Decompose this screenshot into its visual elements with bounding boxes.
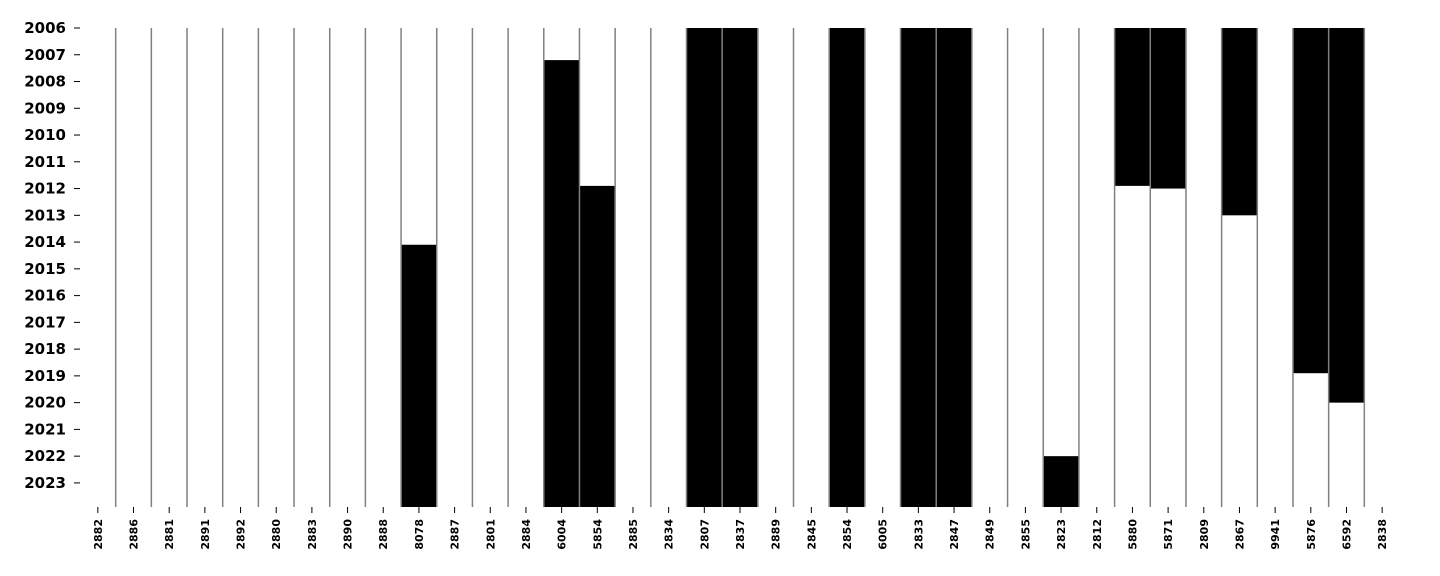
active-span-2837 xyxy=(722,28,758,507)
x-tick-label: 2833 xyxy=(912,519,925,550)
x-tick-label: 2889 xyxy=(770,519,783,550)
y-tick-label: 2017 xyxy=(24,313,66,331)
active-span-2854 xyxy=(829,28,865,507)
y-tick-label: 2020 xyxy=(24,394,66,412)
x-tick-label: 2880 xyxy=(270,519,283,550)
y-tick-label: 2012 xyxy=(24,180,66,198)
x-tick-label: 2837 xyxy=(734,519,747,550)
x-tick-label: 2882 xyxy=(92,519,105,550)
y-tick-label: 2013 xyxy=(24,206,66,224)
active-span-2847 xyxy=(936,28,972,507)
active-span-5871 xyxy=(1150,28,1186,189)
y-tick-label: 2021 xyxy=(24,420,66,438)
cell-layer xyxy=(401,28,1365,508)
x-tick-label: 2854 xyxy=(841,519,854,550)
x-tick-label: 6004 xyxy=(556,519,569,550)
x-tick-label: 2887 xyxy=(449,519,462,550)
x-tick-label: 2849 xyxy=(984,519,997,550)
x-tick-label: 2845 xyxy=(805,519,818,550)
active-span-8078 xyxy=(401,244,437,507)
active-span-6592 xyxy=(1328,28,1365,403)
x-tick-label: 2834 xyxy=(663,519,676,550)
x-tick-label: 2838 xyxy=(1376,519,1389,550)
active-span-5876 xyxy=(1292,28,1329,374)
x-tick-label: 6005 xyxy=(877,519,890,550)
x-tick-label: 2801 xyxy=(484,519,497,550)
y-tick-label: 2015 xyxy=(24,260,66,278)
x-tick-label: 2809 xyxy=(1198,519,1211,550)
x-axis: 2882 2886 2881 2891 2892 2880 2883 2890 2888 8078… xyxy=(92,507,1389,550)
x-tick-label: 5871 xyxy=(1162,519,1175,550)
x-tick-label: 6592 xyxy=(1340,519,1353,550)
x-tick-label: 2885 xyxy=(627,519,640,550)
active-span-5880 xyxy=(1114,28,1151,186)
x-tick-label: 5854 xyxy=(591,519,604,550)
x-tick-label: 2867 xyxy=(1233,519,1246,550)
x-tick-label: 2884 xyxy=(520,519,533,550)
y-tick-label: 2006 xyxy=(24,19,66,37)
y-tick-label: 2016 xyxy=(24,287,66,305)
x-tick-label: 5876 xyxy=(1305,519,1318,550)
x-tick-label: 8078 xyxy=(413,519,426,550)
x-tick-label: 2807 xyxy=(698,519,711,550)
x-tick-label: 2847 xyxy=(948,519,961,550)
active-span-2867 xyxy=(1221,28,1258,216)
active-span-2833 xyxy=(900,28,937,507)
active-span-2823 xyxy=(1043,456,1079,507)
x-tick-label: 9941 xyxy=(1269,519,1282,550)
y-tick-label: 2022 xyxy=(24,447,66,465)
y-tick-label: 2009 xyxy=(24,99,66,117)
x-tick-label: 2812 xyxy=(1091,519,1104,550)
x-tick-label: 2881 xyxy=(163,519,176,550)
x-tick-label: 2886 xyxy=(128,519,141,550)
y-tick-label: 2010 xyxy=(24,126,66,144)
y-tick-label: 2014 xyxy=(24,233,66,251)
x-tick-label: 2890 xyxy=(342,519,355,550)
column-dividers xyxy=(114,28,1366,507)
x-tick-label: 2855 xyxy=(1019,519,1032,550)
x-tick-label: 2888 xyxy=(377,519,390,550)
y-tick-label: 2019 xyxy=(24,367,66,385)
x-tick-label: 2891 xyxy=(199,519,212,550)
y-tick-label: 2008 xyxy=(24,73,66,91)
x-tick-label: 2883 xyxy=(306,519,319,550)
active-span-5854 xyxy=(579,185,616,507)
x-tick-label: 2823 xyxy=(1055,519,1068,550)
y-axis: 2006 2007 2008 2009 2010 2011 2012 2013 2014 2015… xyxy=(24,19,80,492)
y-tick-label: 2011 xyxy=(24,153,66,171)
active-span-2807 xyxy=(686,28,723,507)
y-tick-label: 2023 xyxy=(24,474,66,492)
active-span-6004 xyxy=(543,60,580,508)
y-tick-label: 2018 xyxy=(24,340,66,358)
x-tick-label: 2892 xyxy=(235,519,248,550)
y-tick-label: 2007 xyxy=(24,46,66,64)
x-tick-label: 5880 xyxy=(1126,519,1139,550)
